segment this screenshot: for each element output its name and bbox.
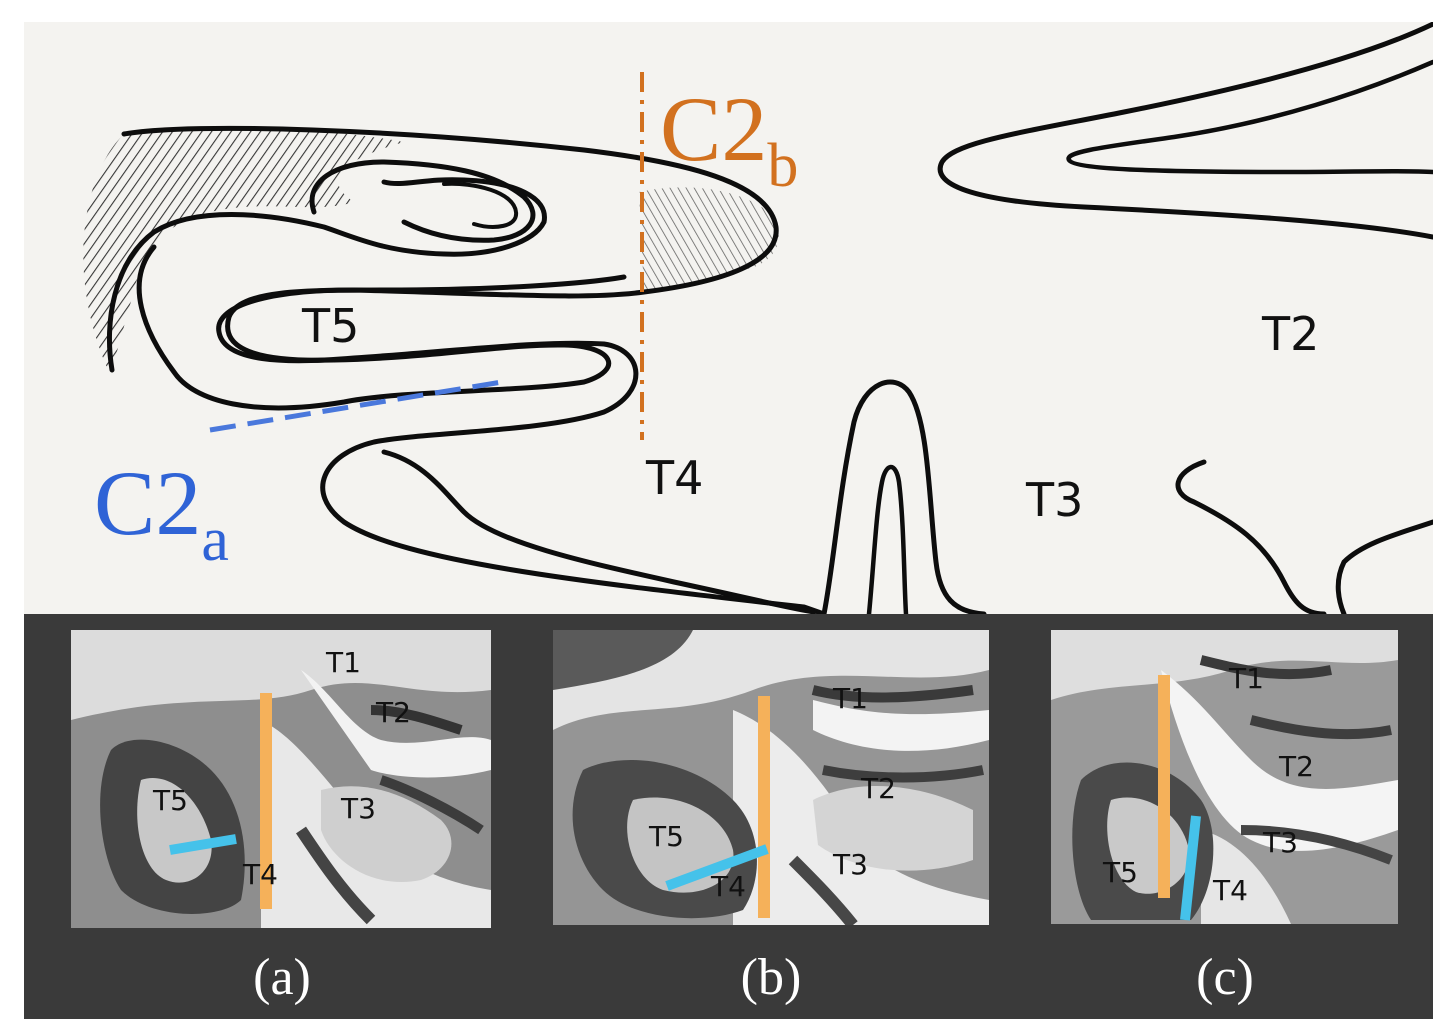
c2b-marker-c <box>1158 675 1170 898</box>
t2-inner-sulcus <box>1066 59 1433 175</box>
t2-upper-sulcus <box>937 22 1433 240</box>
mri-a-label-t5: T5 <box>153 784 188 817</box>
mri-c-label-t2: T2 <box>1279 750 1314 783</box>
c2a-line <box>209 379 503 433</box>
t2-lower-gyrus <box>1175 459 1327 614</box>
t2-lower-right <box>1335 519 1433 614</box>
mri-c-label-t5: T5 <box>1103 856 1138 889</box>
sketch-panel: T5 T4 T3 T2 C2b C2a <box>24 22 1433 614</box>
c2a-label-sub: a <box>201 506 229 574</box>
mri-a-label-t4: T4 <box>243 858 278 891</box>
mri-image-c <box>1051 630 1398 924</box>
mri-image-b <box>553 630 989 925</box>
sketch-drawing: T5 T4 T3 T2 C2b C2a <box>83 22 1433 614</box>
c2a-marker-a <box>169 834 237 855</box>
caption-b: (b) <box>740 949 802 1006</box>
t5-sulcus <box>136 244 627 411</box>
curl-inner <box>442 181 518 229</box>
mri-b-label-t1: T1 <box>833 682 868 715</box>
c2b-marker-b <box>758 696 770 918</box>
outer-contour <box>121 125 827 614</box>
c2a-label-main: C2 <box>94 452 201 554</box>
mri-c-label-t4: T4 <box>1213 874 1248 907</box>
caption-c: (c) <box>1196 949 1254 1006</box>
hatched-region-right <box>639 187 779 292</box>
t3-inner <box>866 464 909 614</box>
c2b-marker-a <box>260 693 272 909</box>
c2b-label: C2b <box>660 78 798 200</box>
sketch-label-t2: T2 <box>1261 307 1319 361</box>
mri-b-label-t4: T4 <box>711 870 746 903</box>
sketch-label-t5: T5 <box>301 299 359 353</box>
c2a-marker-b <box>665 844 769 891</box>
sketch-label-t4: T4 <box>645 451 703 505</box>
c2b-label-sub: b <box>767 132 798 200</box>
mri-a-label-t1: T1 <box>326 646 361 679</box>
c2a-marker-c <box>1180 815 1201 921</box>
mri-b-label-t3: T3 <box>833 848 868 881</box>
hatched-region-left <box>83 127 404 372</box>
mri-c-label-t3: T3 <box>1263 826 1298 859</box>
caption-a: (a) <box>253 949 311 1006</box>
mri-b-label-t5: T5 <box>649 820 684 853</box>
c2b-label-main: C2 <box>660 78 767 180</box>
mri-a-label-t3: T3 <box>341 792 376 825</box>
sketch-label-t3: T3 <box>1025 473 1083 527</box>
mri-a-label-t2: T2 <box>376 696 411 729</box>
mri-panel-c: T1 T2 T3 T5 T4 <box>1051 630 1398 924</box>
t3-gyrus <box>821 379 987 614</box>
t4-contour <box>381 449 817 614</box>
mri-image-a <box>71 630 491 928</box>
mri-c-label-t1: T1 <box>1229 662 1264 695</box>
c2a-label: C2a <box>94 452 229 574</box>
mri-b-label-t2: T2 <box>861 772 896 805</box>
mri-panel-a: T1 T2 T5 T3 T4 <box>71 630 491 928</box>
curl-top <box>309 159 536 243</box>
inner-contour-t5 <box>106 177 547 373</box>
mri-panel-b: T1 T2 T5 T3 T4 <box>553 630 989 925</box>
